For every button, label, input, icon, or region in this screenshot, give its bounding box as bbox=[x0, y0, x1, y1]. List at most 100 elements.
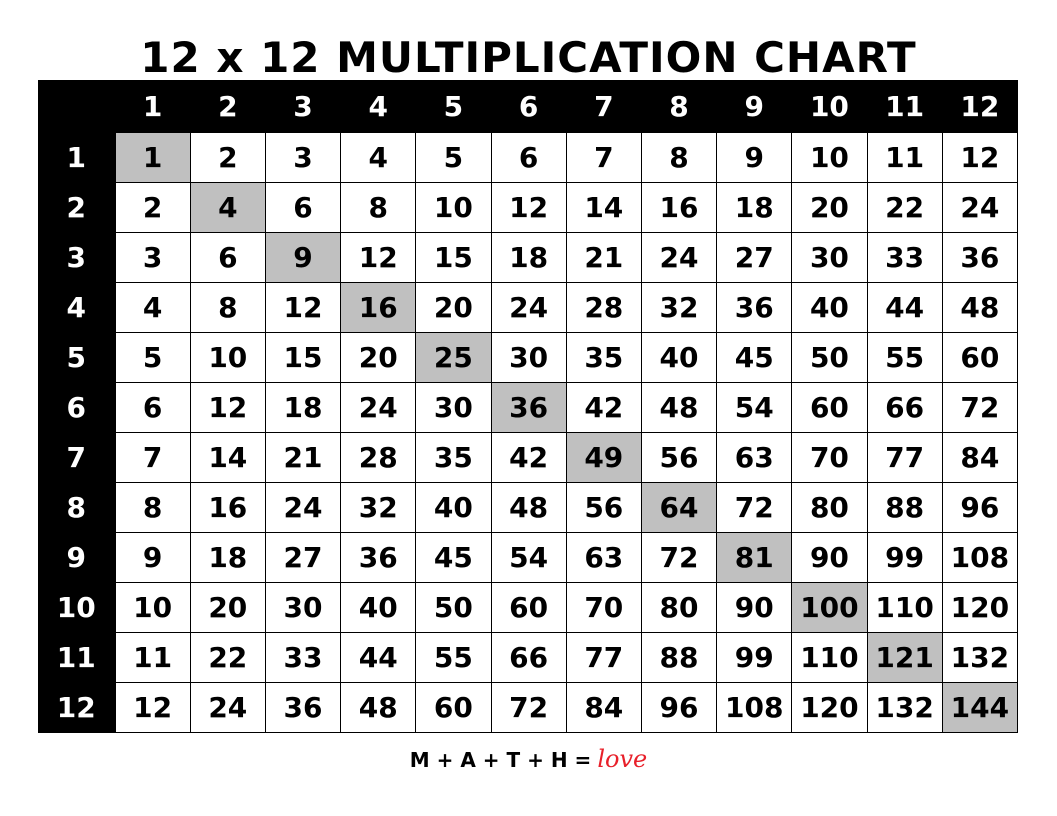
product-cell: 70 bbox=[791, 432, 868, 483]
product-cell: 6 bbox=[114, 382, 191, 433]
product-cell: 40 bbox=[340, 582, 417, 633]
product-cell: 36 bbox=[941, 232, 1019, 283]
product-cell: 80 bbox=[791, 482, 868, 533]
product-cell: 77 bbox=[866, 432, 943, 483]
diagonal-square-cell: 1 bbox=[114, 132, 191, 183]
product-cell: 45 bbox=[415, 532, 492, 583]
product-cell: 66 bbox=[866, 382, 943, 433]
product-cell: 32 bbox=[340, 482, 417, 533]
product-cell: 20 bbox=[189, 582, 266, 633]
column-header: 5 bbox=[415, 80, 492, 133]
product-cell: 12 bbox=[340, 232, 417, 283]
product-cell: 16 bbox=[189, 482, 266, 533]
footer-tagline: M + A + T + H = love bbox=[0, 745, 1057, 773]
corner-cell bbox=[38, 80, 115, 133]
product-cell: 30 bbox=[791, 232, 868, 283]
product-cell: 11 bbox=[866, 132, 943, 183]
table-row: 12 12 24 36 48 60 72 84 96 108 120 132 144 bbox=[38, 682, 1019, 733]
product-cell: 132 bbox=[866, 682, 943, 733]
diagonal-square-cell: 64 bbox=[640, 482, 718, 533]
product-cell: 6 bbox=[189, 232, 266, 283]
love-script-logo: love bbox=[597, 745, 648, 773]
product-cell: 28 bbox=[565, 282, 642, 333]
product-cell: 10 bbox=[114, 582, 191, 633]
page-title: 12 x 12 MULTIPLICATION CHART bbox=[140, 33, 917, 82]
product-cell: 48 bbox=[490, 482, 567, 533]
product-cell: 90 bbox=[791, 532, 868, 583]
product-cell: 12 bbox=[114, 682, 191, 733]
row-header: 1 bbox=[38, 132, 115, 183]
product-cell: 16 bbox=[640, 182, 718, 233]
product-cell: 63 bbox=[565, 532, 642, 583]
product-cell: 44 bbox=[866, 282, 943, 333]
product-cell: 6 bbox=[264, 182, 342, 233]
product-cell: 4 bbox=[340, 132, 417, 183]
footer-equation: M + A + T + H = bbox=[409, 748, 592, 772]
product-cell: 36 bbox=[716, 282, 793, 333]
product-cell: 48 bbox=[640, 382, 718, 433]
column-header: 12 bbox=[942, 80, 1018, 133]
product-cell: 110 bbox=[866, 582, 943, 633]
product-cell: 20 bbox=[415, 282, 492, 333]
product-cell: 24 bbox=[189, 682, 266, 733]
table-row: 7 7 14 21 28 35 42 49 56 63 70 77 84 bbox=[38, 432, 1019, 483]
product-cell: 108 bbox=[716, 682, 793, 733]
diagonal-square-cell: 16 bbox=[340, 282, 417, 333]
column-header: 10 bbox=[791, 80, 868, 133]
column-header: 7 bbox=[566, 80, 642, 133]
product-cell: 32 bbox=[640, 282, 718, 333]
product-cell: 77 bbox=[565, 632, 642, 683]
product-cell: 21 bbox=[565, 232, 642, 283]
multiplication-table: 1 2 3 4 5 6 7 8 9 10 11 12 1 1 2 3 4 5 6 7 8 9 10 11 12 2 2 4 6 8 10 12… bbox=[38, 80, 1019, 733]
product-cell: 20 bbox=[340, 332, 417, 383]
table-row: 11 11 22 33 44 55 66 77 88 99 110 121 132 bbox=[38, 632, 1019, 683]
product-cell: 54 bbox=[490, 532, 567, 583]
row-header: 11 bbox=[38, 632, 115, 683]
product-cell: 66 bbox=[490, 632, 567, 683]
product-cell: 72 bbox=[640, 532, 718, 583]
product-cell: 20 bbox=[791, 182, 868, 233]
product-cell: 40 bbox=[791, 282, 868, 333]
product-cell: 40 bbox=[640, 332, 718, 383]
diagonal-square-cell: 121 bbox=[866, 632, 943, 683]
table-row: 9 9 18 27 36 45 54 63 72 81 90 99 108 bbox=[38, 532, 1019, 583]
product-cell: 5 bbox=[114, 332, 191, 383]
product-cell: 18 bbox=[716, 182, 793, 233]
product-cell: 110 bbox=[791, 632, 868, 683]
product-cell: 45 bbox=[716, 332, 793, 383]
product-cell: 120 bbox=[941, 582, 1019, 633]
product-cell: 22 bbox=[866, 182, 943, 233]
product-cell: 56 bbox=[640, 432, 718, 483]
product-cell: 48 bbox=[340, 682, 417, 733]
column-header: 4 bbox=[340, 80, 416, 133]
table-row: 6 6 12 18 24 30 36 42 48 54 60 66 72 bbox=[38, 382, 1019, 433]
product-cell: 90 bbox=[716, 582, 793, 633]
column-header: 1 bbox=[115, 80, 191, 133]
product-cell: 24 bbox=[264, 482, 342, 533]
product-cell: 2 bbox=[189, 132, 266, 183]
product-cell: 24 bbox=[490, 282, 567, 333]
product-cell: 11 bbox=[114, 632, 191, 683]
table-row: 8 8 16 24 32 40 48 56 64 72 80 88 96 bbox=[38, 482, 1019, 533]
product-cell: 30 bbox=[490, 332, 567, 383]
diagonal-square-cell: 100 bbox=[791, 582, 868, 633]
product-cell: 33 bbox=[866, 232, 943, 283]
diagonal-square-cell: 49 bbox=[565, 432, 642, 483]
product-cell: 60 bbox=[490, 582, 567, 633]
diagonal-square-cell: 25 bbox=[415, 332, 492, 383]
product-cell: 50 bbox=[415, 582, 492, 633]
column-header: 2 bbox=[190, 80, 266, 133]
product-cell: 33 bbox=[264, 632, 342, 683]
product-cell: 30 bbox=[264, 582, 342, 633]
product-cell: 96 bbox=[941, 482, 1019, 533]
product-cell: 8 bbox=[340, 182, 417, 233]
product-cell: 108 bbox=[941, 532, 1019, 583]
product-cell: 18 bbox=[264, 382, 342, 433]
product-cell: 8 bbox=[189, 282, 266, 333]
product-cell: 12 bbox=[490, 182, 567, 233]
table-row: 2 2 4 6 8 10 12 14 16 18 20 22 24 bbox=[38, 182, 1019, 233]
product-cell: 132 bbox=[941, 632, 1019, 683]
product-cell: 84 bbox=[941, 432, 1019, 483]
product-cell: 72 bbox=[490, 682, 567, 733]
product-cell: 8 bbox=[640, 132, 718, 183]
